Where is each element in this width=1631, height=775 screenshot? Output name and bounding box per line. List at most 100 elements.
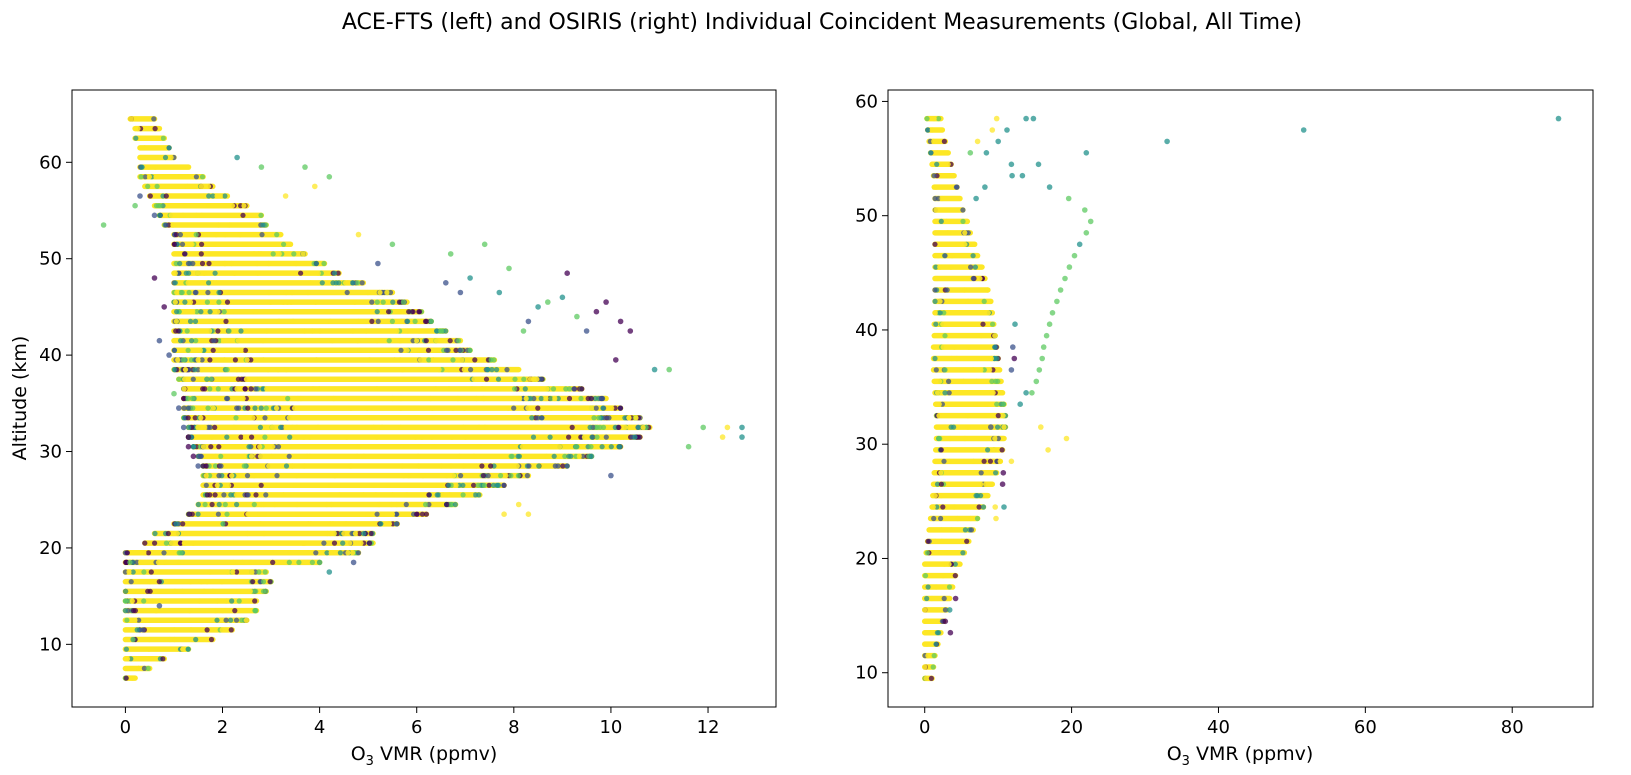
ace-fts-level-point	[377, 289, 383, 296]
ace-fts-level-point	[206, 260, 212, 267]
ace-fts-level-point	[185, 347, 191, 353]
osiris-level-point	[962, 527, 969, 533]
ace-fts-level-point	[488, 463, 494, 469]
ace-fts-level-point	[516, 415, 522, 421]
osiris-outlier-point	[1054, 298, 1060, 305]
ace-fts-level-point	[181, 405, 187, 411]
ace-fts-level-point	[185, 415, 191, 421]
ace-fts-level-point	[428, 395, 434, 402]
ace-fts-level-point	[461, 405, 468, 411]
ace-fts-level-point	[194, 309, 200, 315]
ace-fts-level-point	[186, 289, 192, 296]
ace-fts-outlier-point	[350, 559, 357, 566]
ace-fts-level-point	[622, 424, 628, 430]
osiris-outlier-point	[1083, 230, 1090, 236]
osiris-level-point	[933, 321, 939, 327]
ace-fts-level-point	[394, 521, 400, 527]
ace-fts-level-point	[576, 453, 582, 459]
ace-fts-level-point	[174, 530, 180, 537]
ace-fts-level-point	[374, 338, 380, 344]
ace-fts-level-point	[462, 434, 469, 440]
ace-fts-level-point	[384, 289, 390, 296]
ace-fts-level-point	[261, 501, 267, 508]
ace-fts-level-point	[160, 656, 166, 662]
ace-fts-level-point	[204, 299, 210, 305]
ace-fts-level-point	[475, 482, 481, 488]
ace-fts-level-point	[213, 280, 219, 286]
ace-fts-level-point	[588, 405, 595, 411]
ace-fts-outlier-point	[151, 212, 158, 219]
ace-fts-level-point	[538, 376, 544, 382]
ace-fts-level-point	[221, 309, 227, 315]
ace-fts-level-point	[274, 232, 280, 238]
ace-fts-level-point	[444, 501, 450, 508]
ace-fts-level-point	[453, 482, 459, 488]
ace-fts-level-point	[471, 453, 477, 459]
ace-fts-outlier-point	[443, 280, 449, 286]
osiris-level-point	[934, 390, 941, 396]
ace-fts-level-point	[403, 444, 409, 450]
ace-fts-level-point	[626, 415, 632, 421]
ace-fts-level-point	[263, 405, 269, 411]
ace-fts-level-point	[239, 559, 245, 566]
ace-fts-level-point	[261, 530, 267, 537]
ace-fts-level-point	[253, 588, 259, 594]
ace-fts-level-point	[178, 550, 184, 556]
osiris-level-point	[937, 298, 943, 304]
ace-fts-level-point	[426, 492, 432, 498]
osiris-outlier-point	[999, 481, 1006, 488]
ace-fts-level-point	[212, 492, 218, 498]
ace-fts-level-point	[130, 569, 136, 575]
osiris-outlier-point	[1008, 161, 1015, 168]
osiris-outlier-point	[1000, 470, 1007, 476]
ace-fts-level-point	[141, 145, 148, 151]
ace-fts-level-point	[286, 415, 292, 421]
ace-fts-level-point	[273, 376, 279, 382]
ace-fts-level-point	[291, 251, 297, 257]
ace-fts-outlier-point	[326, 569, 333, 575]
osiris-outlier-point	[1023, 115, 1029, 122]
ace-fts-level-point	[308, 280, 314, 286]
ace-fts-level-point	[272, 501, 278, 508]
ace-fts-level-point	[147, 579, 153, 585]
ace-fts-level-point	[435, 482, 441, 488]
ace-fts-level-point	[226, 222, 232, 228]
ace-fts-level-point	[380, 299, 386, 305]
ace-fts-level-point	[216, 473, 222, 479]
ace-fts-level-point	[440, 492, 446, 498]
osiris-level-point	[936, 401, 942, 407]
ace-fts-level-point	[252, 598, 258, 604]
ace-fts-level-point	[226, 328, 232, 334]
ace-fts-level-point	[224, 434, 230, 440]
ace-fts-level-point	[417, 357, 423, 363]
osiris-level-point	[942, 333, 948, 339]
ace-fts-level-point	[139, 164, 145, 170]
ace-fts-level-point	[450, 357, 456, 363]
ace-fts-level-point	[571, 386, 577, 392]
osiris-level-point	[995, 435, 1002, 442]
osiris-level-point	[938, 550, 944, 556]
ace-fts-level-point	[243, 376, 249, 382]
ace-fts-level-point	[428, 318, 434, 324]
ace-fts-level-point	[523, 395, 529, 402]
ace-fts-y-tick-label: 50	[39, 249, 62, 270]
ace-fts-level-point	[446, 386, 452, 392]
ace-fts-level-point	[369, 318, 375, 324]
osiris-outlier-point	[1010, 344, 1016, 350]
osiris-level-point	[990, 321, 996, 327]
ace-fts-level-point	[275, 347, 281, 353]
osiris-level-point	[934, 150, 940, 156]
osiris-level-point	[962, 435, 968, 442]
osiris-level-point	[938, 527, 945, 533]
osiris-y-axis: 10 20 30 40 50 60	[855, 91, 888, 684]
osiris-level-point	[941, 595, 947, 602]
ace-fts-level-point	[192, 415, 198, 421]
ace-fts-level-point	[215, 328, 221, 334]
osiris-level-point	[965, 424, 971, 430]
osiris-outlier-point	[1045, 447, 1051, 453]
ace-fts-outlier-point	[185, 443, 192, 450]
ace-fts-level-point	[535, 444, 541, 450]
ace-fts-level-point	[180, 646, 186, 652]
ace-fts-level-point	[185, 280, 191, 286]
